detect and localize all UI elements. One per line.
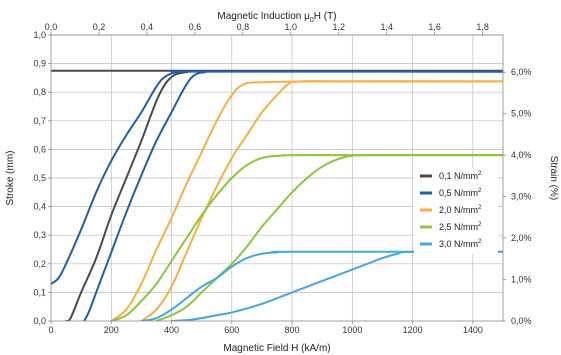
- top-tick-label: 1,2: [332, 22, 345, 32]
- top-tick-label: 1,4: [380, 22, 393, 32]
- series-line-2: [51, 70, 503, 285]
- y2-tick-label: 2,0%: [511, 233, 532, 243]
- series-line-2: [83, 70, 503, 321]
- axes: 0 200 400 600 800 1000 1200 1400 0,0 0,2 0,4 0,6 0,8…: [33, 22, 531, 335]
- y-tick-label: 0,2: [33, 259, 46, 269]
- y-tick-label: 0,6: [33, 144, 46, 154]
- series-line-3: [140, 80, 503, 321]
- x-tick-label: 600: [224, 325, 239, 335]
- y2-tick-label: 5,0%: [511, 109, 532, 119]
- x-tick-label: 400: [164, 325, 179, 335]
- x-tick-label: 0: [48, 325, 53, 335]
- x-tick-label: 800: [285, 325, 300, 335]
- top-axis-label: Magnetic Induction μ0H (T): [217, 11, 336, 24]
- y-tick-label: 0,8: [33, 87, 46, 97]
- top-tick-label: 0,8: [237, 22, 250, 32]
- y2-tick-label: 3,0%: [511, 192, 532, 202]
- top-tick-label: 1,0: [285, 22, 298, 32]
- legend-label-5: 3,0 N/mm2: [439, 239, 482, 249]
- series-line-4: [155, 154, 503, 321]
- y2-axis-label: Strain (%): [548, 156, 559, 200]
- y-tick-label: 0,1: [33, 287, 46, 297]
- legend-label-1: 0,1 N/mm2: [439, 171, 482, 181]
- top-tick-label: 0,6: [189, 22, 202, 32]
- legend-label-3: 2,0 N/mm2: [439, 205, 482, 215]
- y-tick-label: 0,4: [33, 202, 46, 212]
- y2-tick-label: 4,0%: [511, 150, 532, 160]
- x-tick-label: 200: [104, 325, 119, 335]
- legend-label-4: 2,5 N/mm2: [439, 222, 482, 232]
- y-tick-label: 0,0: [33, 316, 46, 326]
- y-tick-label: 0,9: [33, 59, 46, 69]
- series-line-3: [110, 80, 503, 321]
- legend: 0,1 N/mm2 0,5 N/mm2 2,0 N/mm2 2,5 N/mm2 3,0 …: [414, 168, 498, 254]
- curves: [51, 69, 503, 321]
- y-tick-label: 0,5: [33, 173, 46, 183]
- top-tick-label: 1,6: [428, 22, 441, 32]
- y-tick-label: 0,7: [33, 116, 46, 126]
- legend-label-2: 0,5 N/mm2: [439, 188, 482, 198]
- top-tick-label: 0,0: [45, 22, 58, 32]
- top-tick-label: 0,4: [141, 22, 154, 32]
- top-tick-label: 0,2: [93, 22, 106, 32]
- y-tick-label: 1,0: [33, 30, 46, 40]
- x-tick-label: 1000: [342, 325, 362, 335]
- y2-tick-label: 1,0%: [511, 275, 532, 285]
- top-tick-label: 1,8: [476, 22, 489, 32]
- x-axis-label: Magnetic Field H (kA/m): [223, 343, 330, 354]
- y2-tick-label: 0,0%: [511, 316, 532, 326]
- series-line-4: [110, 154, 503, 321]
- x-tick-label: 1200: [403, 325, 423, 335]
- y2-tick-label: 6,0%: [511, 67, 532, 77]
- y-axis-label: Stroke (mm): [5, 151, 16, 206]
- series-line-5: [140, 250, 503, 321]
- series-line-5: [170, 250, 503, 321]
- x-tick-label: 1400: [463, 325, 483, 335]
- y-tick-label: 0,3: [33, 230, 46, 240]
